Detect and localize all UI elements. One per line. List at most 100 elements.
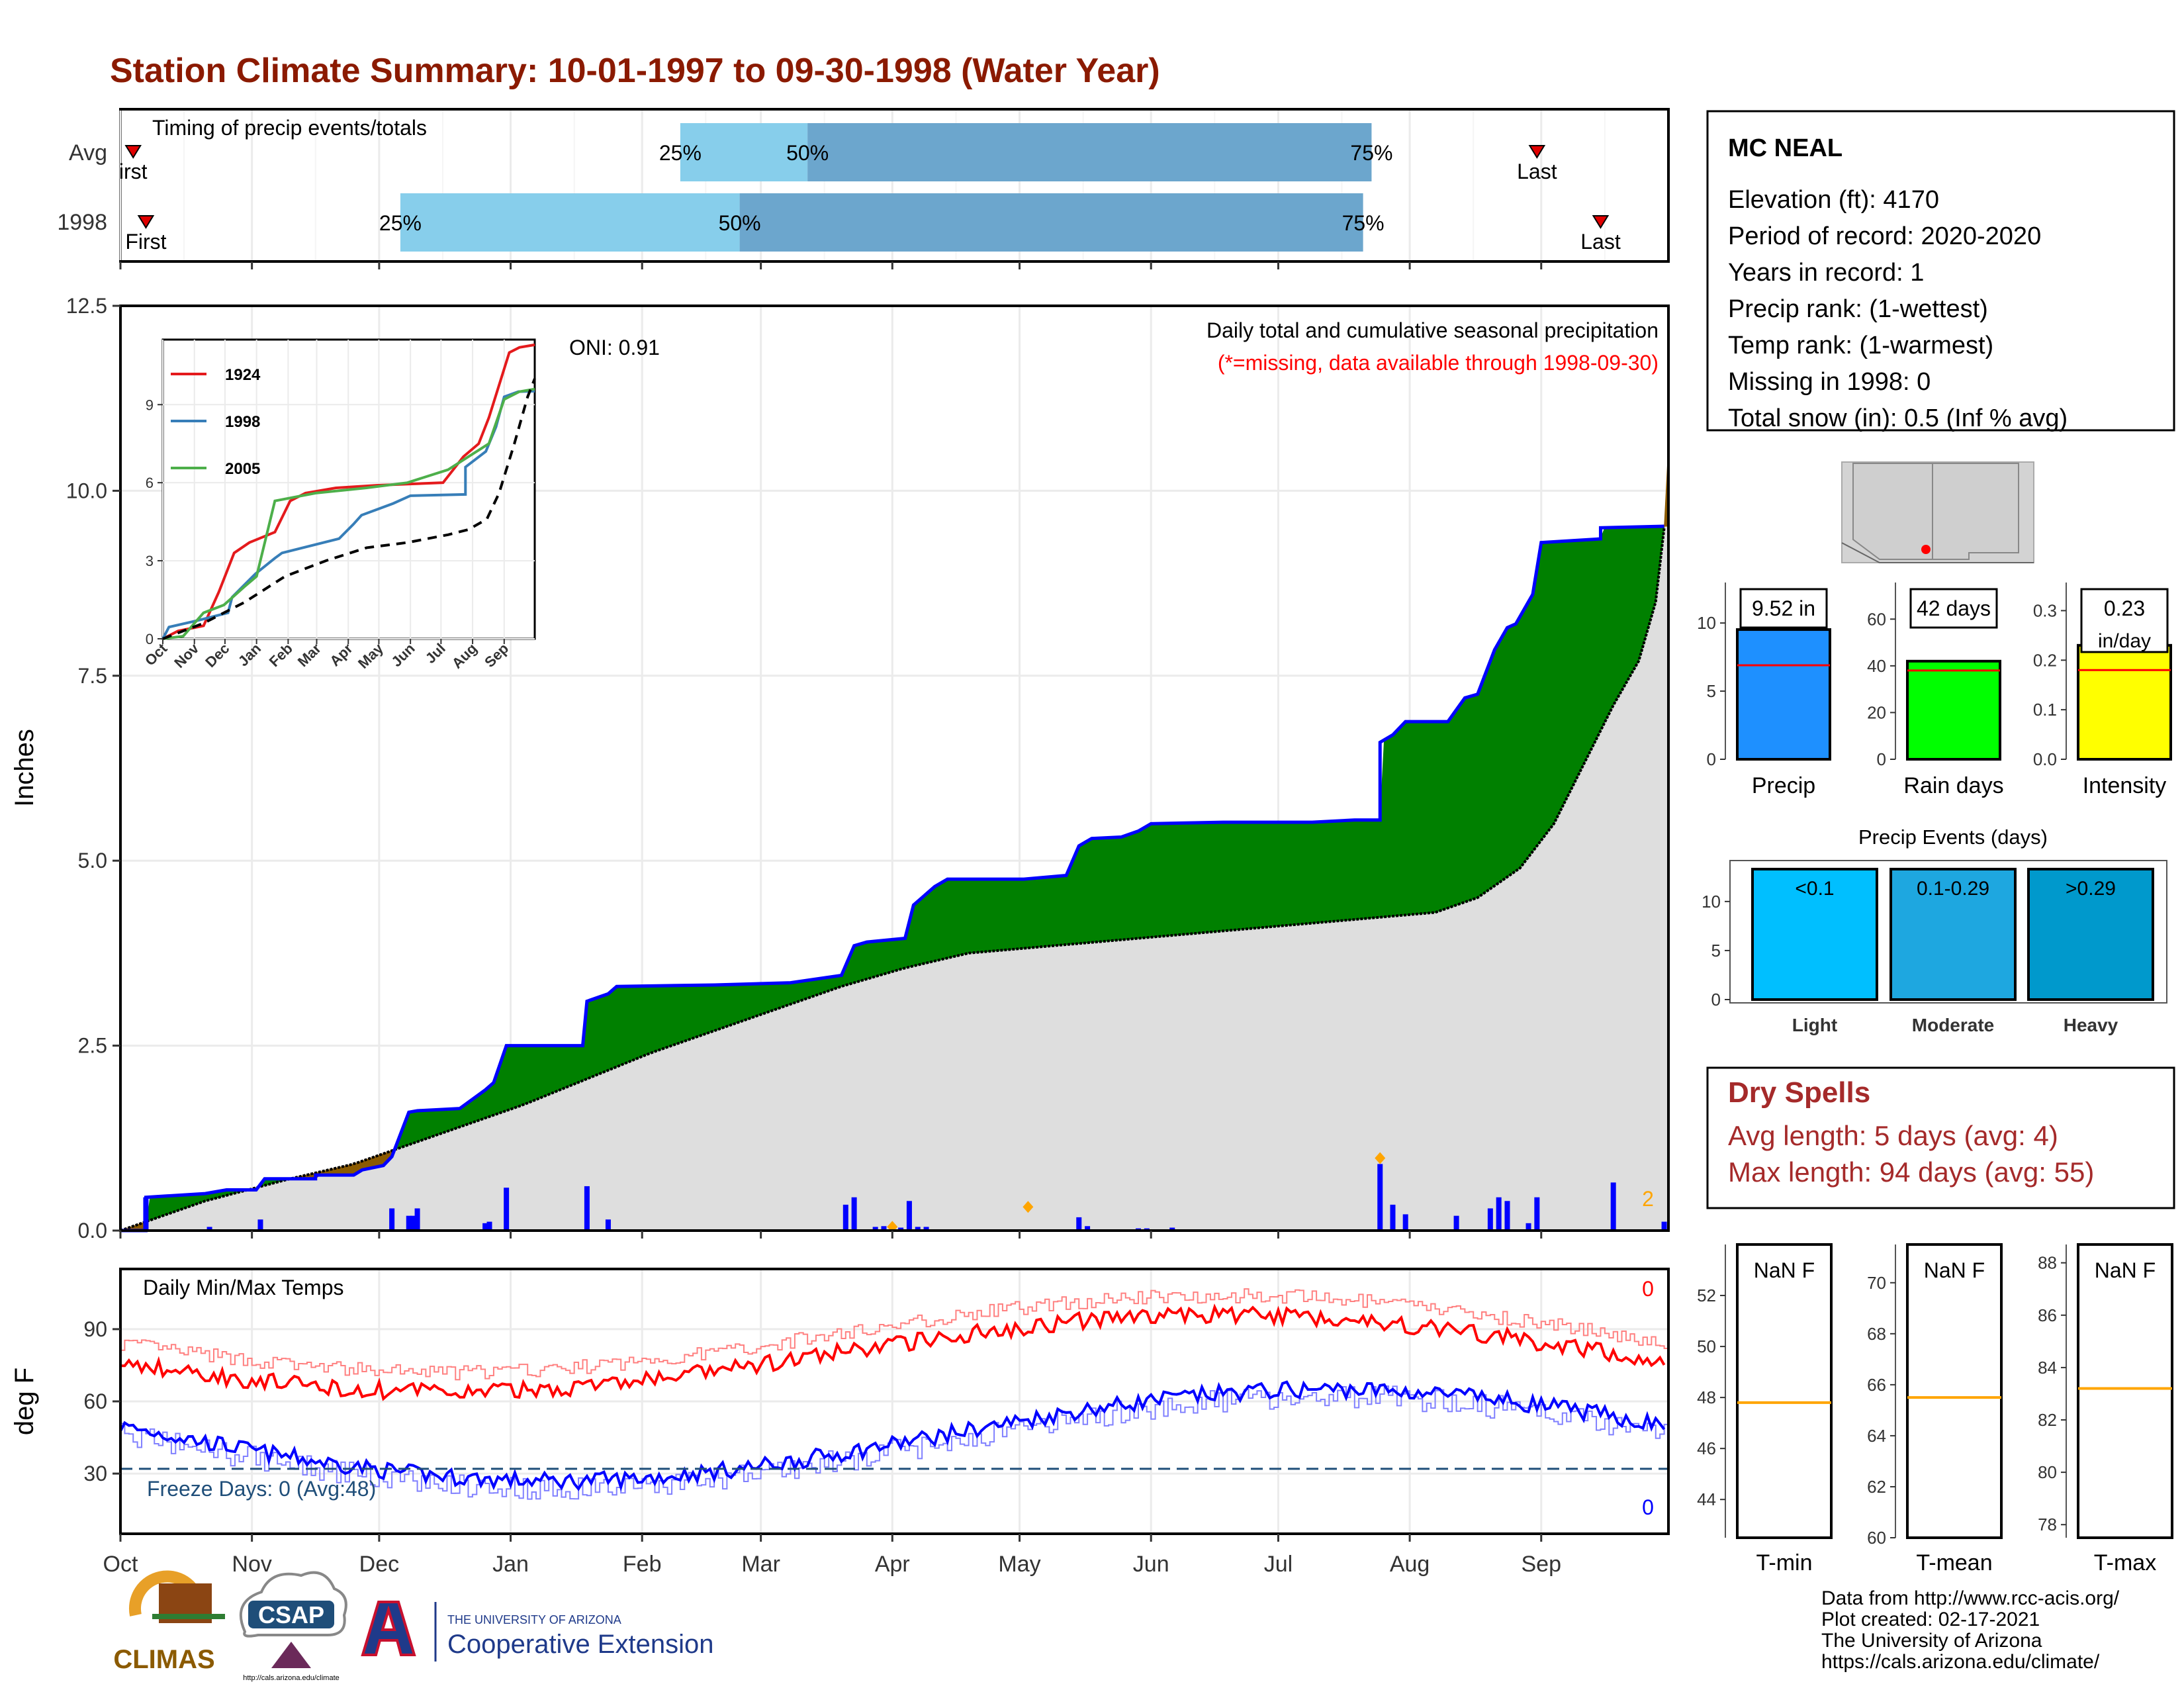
- month-label: Sep: [1522, 1552, 1562, 1577]
- temp-box-tick-label: 80: [2038, 1462, 2057, 1482]
- temp-box-tick-label: 88: [2038, 1253, 2057, 1273]
- temp-box-frame: [2077, 1243, 2173, 1539]
- daily-precip-bar: [486, 1221, 492, 1231]
- university-logo: THE UNIVERSITY OF ARIZONA Cooperative Ex…: [361, 1601, 713, 1662]
- daily-precip-bar: [851, 1197, 857, 1231]
- climas-logo: CLIMAS: [113, 1570, 225, 1674]
- station-period: Period of record: 2020-2020: [1728, 222, 2041, 250]
- timing-label: Timing of precip events/totals: [152, 116, 427, 140]
- daily-precip-bar: [1610, 1182, 1616, 1231]
- summary-bar-value-label: 9.52 in: [1752, 596, 1815, 620]
- temp-box-value: NaN F: [1924, 1258, 1985, 1282]
- daily-precip-bar: [206, 1227, 212, 1231]
- events-tick-label: 10: [1702, 892, 1721, 912]
- inset-grid: [162, 340, 535, 639]
- daily-precip-bar: [1661, 1221, 1667, 1231]
- month-label: Jan: [492, 1552, 529, 1577]
- daily-min-temp-line: [119, 1380, 1666, 1492]
- temp-box-frame: [1906, 1243, 2003, 1539]
- inset-y-tick-label: 9: [146, 397, 154, 413]
- daily-precip-bar: [504, 1188, 510, 1231]
- temp-box-tick-label: 68: [1867, 1324, 1886, 1344]
- events-tick-label: 0: [1711, 990, 1721, 1009]
- temp-box-label: T-max: [2094, 1550, 2156, 1575]
- temp-box-tick-label: 52: [1697, 1286, 1716, 1305]
- temp-lines: [119, 1288, 1668, 1500]
- first-event-marker: [124, 145, 142, 159]
- page-title: Station Climate Summary: 10-01-1997 to 0…: [110, 52, 1160, 90]
- temp-y-axis: 30 60 90: [83, 1317, 120, 1485]
- last-event-marker: [1592, 215, 1610, 229]
- daily-precip-bar: [1496, 1197, 1502, 1231]
- footer-line-2: Plot created: 02-17-2021: [1821, 1609, 2040, 1630]
- station-years: Years in record: 1: [1728, 259, 1924, 287]
- snow-marker: [1375, 1152, 1386, 1164]
- events-bar-range-label: >0.29: [2066, 878, 2116, 900]
- daily-precip-bar: [1169, 1227, 1175, 1231]
- summary-bar-tick-label: 20: [1867, 702, 1886, 722]
- temp-box-tick-label: 70: [1867, 1273, 1886, 1293]
- climas-logo-text: CLIMAS: [113, 1645, 214, 1674]
- footer-line-4: https://cals.arizona.edu/climate/: [1821, 1651, 2100, 1673]
- summary-bar-tick-label: 10: [1697, 613, 1716, 633]
- daily-precip-bar: [842, 1204, 848, 1231]
- events-title: Precip Events (days): [1858, 825, 2048, 849]
- csap-banner: [248, 1601, 334, 1628]
- temp-box-t-min: 44 46 48 50 52 NaN F T-min: [1697, 1243, 1833, 1575]
- temp-y-tick-label: 60: [83, 1389, 107, 1413]
- timing-bar-25-50: [400, 193, 740, 252]
- last-event-marker: [1528, 145, 1546, 159]
- avg-max-temp-line: [120, 1288, 1668, 1381]
- timing-bar-25-50: [680, 123, 808, 181]
- events-bar-range-label: <0.1: [1795, 878, 1834, 900]
- daily-precip-bar: [1377, 1164, 1383, 1231]
- summary-bar-tick-label: 60: [1867, 609, 1886, 629]
- ua-small-text: THE UNIVERSITY OF ARIZONA: [447, 1613, 621, 1626]
- temp-box-tick-label: 60: [1867, 1528, 1886, 1548]
- inset-series-2005-line: [162, 387, 535, 640]
- temp-box-tick-label: 62: [1867, 1477, 1886, 1497]
- dry-spells-frame: [1706, 1066, 2175, 1209]
- daily-precip-bar: [915, 1227, 921, 1231]
- summary-bar-charts: 0 5 10 9.52 in Precip 0 20 40 60 42 days Rain days…: [1697, 583, 2172, 798]
- daily-precip-bar: [605, 1219, 611, 1231]
- summary-bar-value-box: [1909, 588, 1998, 629]
- temp-box-tick-label: 64: [1867, 1426, 1886, 1446]
- events-bar-label: Light: [1792, 1015, 1837, 1035]
- precip-y-label: Inches: [10, 729, 39, 807]
- daily-precip-bar: [143, 1197, 149, 1231]
- temp-box-t-mean: 60 62 64 66 68 70 NaN F T-mean: [1867, 1243, 2003, 1575]
- csap-logo: CSAP http://cals.arizona.edu/climate: [239, 1571, 347, 1682]
- summary-bar-tick-label: 0.2: [2033, 650, 2057, 670]
- daily-precip-bar: [1402, 1214, 1408, 1231]
- freeze-days: Freeze Days: 0 (Avg:48): [147, 1477, 376, 1501]
- snow-count: 2: [1642, 1187, 1654, 1211]
- summary-bar-tick-label: 5: [1707, 681, 1716, 701]
- first-event-label: First: [125, 230, 166, 254]
- precip-y-tick-label: 5.0: [78, 849, 107, 872]
- temp-title: Daily Min/Max Temps: [143, 1276, 343, 1299]
- max-above-count: 0: [1642, 1277, 1654, 1301]
- summary-bar-tick-label: 0.0: [2033, 749, 2057, 769]
- summary-bar-value: [1906, 659, 2001, 761]
- daily-precip-bar: [410, 1215, 416, 1231]
- month-label: Apr: [875, 1552, 910, 1577]
- precip-panel: 0.0 2.5 5.0 7.5 10.0 12.5 Inches Daily total …: [10, 294, 1670, 1243]
- observed-cumulative-line: [120, 524, 1664, 1233]
- temp-box-tick-label: 82: [2038, 1410, 2057, 1430]
- temp-grid: [119, 1269, 1668, 1534]
- summary-bar-intensity: 0.0 0.1 0.2 0.3 0.23 in/day Intensity: [2033, 583, 2172, 798]
- daily-precip-bar: [1390, 1204, 1396, 1231]
- station-info-frame: [1706, 110, 2175, 432]
- min-below-count: 0: [1642, 1495, 1654, 1519]
- daily-precip-bar: [1525, 1223, 1531, 1231]
- events-bars: 0 5 10 <0.1 Light 0.1-0.29 Moderate >0.29 Heavy: [1702, 867, 2154, 1035]
- station-elevation: Elevation (ft): 4170: [1728, 186, 1939, 214]
- daily-precip-bar: [872, 1227, 878, 1231]
- daily-precip-bar: [923, 1227, 929, 1231]
- daily-precip-bar: [881, 1226, 887, 1231]
- dry-spells-avg: Avg length: 5 days (avg: 4): [1728, 1120, 2058, 1151]
- summary-bar-precip: 0 5 10 9.52 in Precip: [1697, 583, 1831, 798]
- precip-events-panel: Precip Events (days) 0 5 10 <0.1 Light 0.1-0.…: [1702, 825, 2167, 1035]
